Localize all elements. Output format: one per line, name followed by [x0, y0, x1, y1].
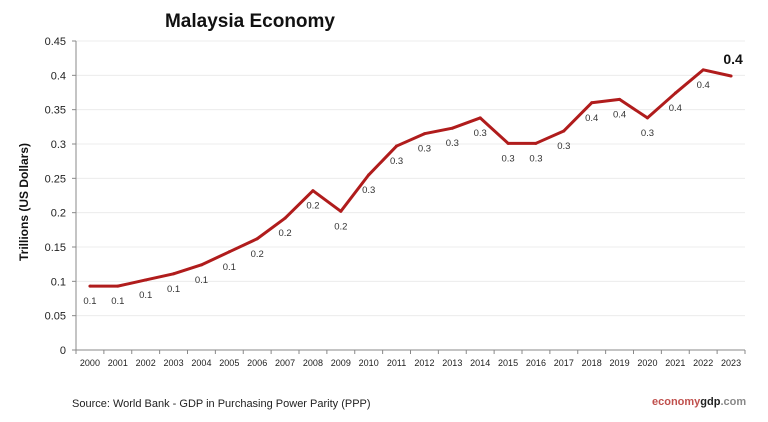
- data-point: [395, 144, 399, 148]
- data-point: [729, 74, 733, 78]
- data-label: 0.4: [723, 51, 743, 67]
- y-tick-label: 0.15: [45, 242, 66, 254]
- data-label: 0.1: [167, 284, 180, 295]
- y-tick-label: 0.1: [51, 276, 66, 288]
- y-tick-label: 0.35: [45, 105, 66, 117]
- data-point: [506, 141, 510, 145]
- x-tick-label: 2020: [637, 358, 657, 368]
- y-tick-label: 0.2: [51, 208, 66, 220]
- x-tick-label: 2018: [582, 358, 602, 368]
- x-tick-label: 2015: [498, 358, 518, 368]
- data-label: 0.4: [669, 103, 682, 114]
- y-tick-label: 0.05: [45, 311, 66, 323]
- x-tick-label: 2003: [164, 358, 184, 368]
- data-label: 0.3: [641, 128, 654, 139]
- brand-logo: economygdp.com: [652, 396, 746, 408]
- data-label: 0.4: [585, 113, 598, 124]
- data-label: 0.4: [697, 80, 710, 91]
- y-axis-label: Trillions (US Dollars): [17, 143, 31, 261]
- data-label: 0.2: [306, 201, 319, 212]
- data-point: [144, 278, 148, 282]
- data-label: 0.1: [111, 296, 124, 307]
- data-point: [645, 116, 649, 120]
- data-point: [283, 216, 287, 220]
- data-point: [450, 126, 454, 130]
- brand-part-gdp: gdp: [700, 396, 721, 408]
- x-tick-label: 2021: [665, 358, 685, 368]
- data-label: 0.3: [390, 156, 403, 167]
- data-point: [618, 97, 622, 101]
- data-point: [172, 272, 176, 276]
- data-label: 0.3: [362, 185, 375, 196]
- data-point: [199, 263, 203, 267]
- data-label: 0.2: [251, 249, 264, 260]
- data-point: [255, 237, 259, 241]
- data-label: 0.3: [557, 141, 570, 152]
- x-tick-label: 2004: [191, 358, 211, 368]
- data-point: [590, 101, 594, 105]
- x-tick-label: 2006: [247, 358, 267, 368]
- brand-part-com: .com: [720, 396, 747, 408]
- data-label: 0.3: [446, 138, 459, 149]
- x-tick-label: 2007: [275, 358, 295, 368]
- x-tick-label: 2009: [331, 358, 351, 368]
- data-label: 0.2: [278, 228, 291, 239]
- data-label: 0.3: [418, 144, 431, 155]
- x-tick-label: 2002: [136, 358, 156, 368]
- series-line: [89, 68, 732, 288]
- data-point: [562, 129, 566, 133]
- x-tick-label: 2011: [387, 358, 406, 368]
- brand-part-economy: economy: [652, 396, 701, 408]
- data-point: [701, 68, 705, 72]
- data-point: [88, 284, 92, 288]
- y-tick-label: 0: [60, 345, 66, 357]
- y-tick-label: 0.3: [51, 139, 66, 151]
- x-tick-label: 2008: [303, 358, 323, 368]
- x-tick-label: 2016: [526, 358, 546, 368]
- x-tick-label: 2022: [693, 358, 713, 368]
- data-label: 0.3: [474, 128, 487, 139]
- data-point: [311, 189, 315, 193]
- x-tick-label: 2000: [80, 358, 100, 368]
- x-tick-label: 2005: [219, 358, 239, 368]
- data-point: [339, 209, 343, 213]
- chart-title: Malaysia Economy: [165, 11, 335, 32]
- y-tick-label: 0.25: [45, 173, 66, 185]
- x-tick-label: 2012: [414, 358, 434, 368]
- data-point: [367, 173, 371, 177]
- data-label: 0.3: [529, 153, 542, 164]
- y-tick-label: 0.45: [45, 36, 66, 48]
- data-point: [422, 132, 426, 136]
- x-tick-label: 2023: [721, 358, 741, 368]
- data-point: [478, 116, 482, 120]
- data-label: 0.1: [139, 290, 152, 301]
- data-point: [116, 284, 120, 288]
- y-tick-label: 0.4: [51, 70, 66, 82]
- x-tick-label: 2001: [108, 358, 128, 368]
- x-tick-label: 2010: [359, 358, 379, 368]
- data-label: 0.3: [501, 153, 514, 164]
- data-label: 0.1: [83, 296, 96, 307]
- data-label: 0.1: [195, 275, 208, 286]
- data-point: [227, 250, 231, 254]
- x-tick-label: 2013: [442, 358, 462, 368]
- data-label: 0.2: [334, 221, 347, 232]
- data-point: [673, 91, 677, 95]
- source-note: Source: World Bank - GDP in Purchasing P…: [72, 398, 371, 410]
- data-label: 0.1: [223, 262, 236, 273]
- x-tick-label: 2017: [554, 358, 574, 368]
- x-tick-label: 2019: [610, 358, 630, 368]
- x-tick-label: 2014: [470, 358, 490, 368]
- data-label: 0.4: [613, 109, 626, 120]
- data-point: [534, 141, 538, 145]
